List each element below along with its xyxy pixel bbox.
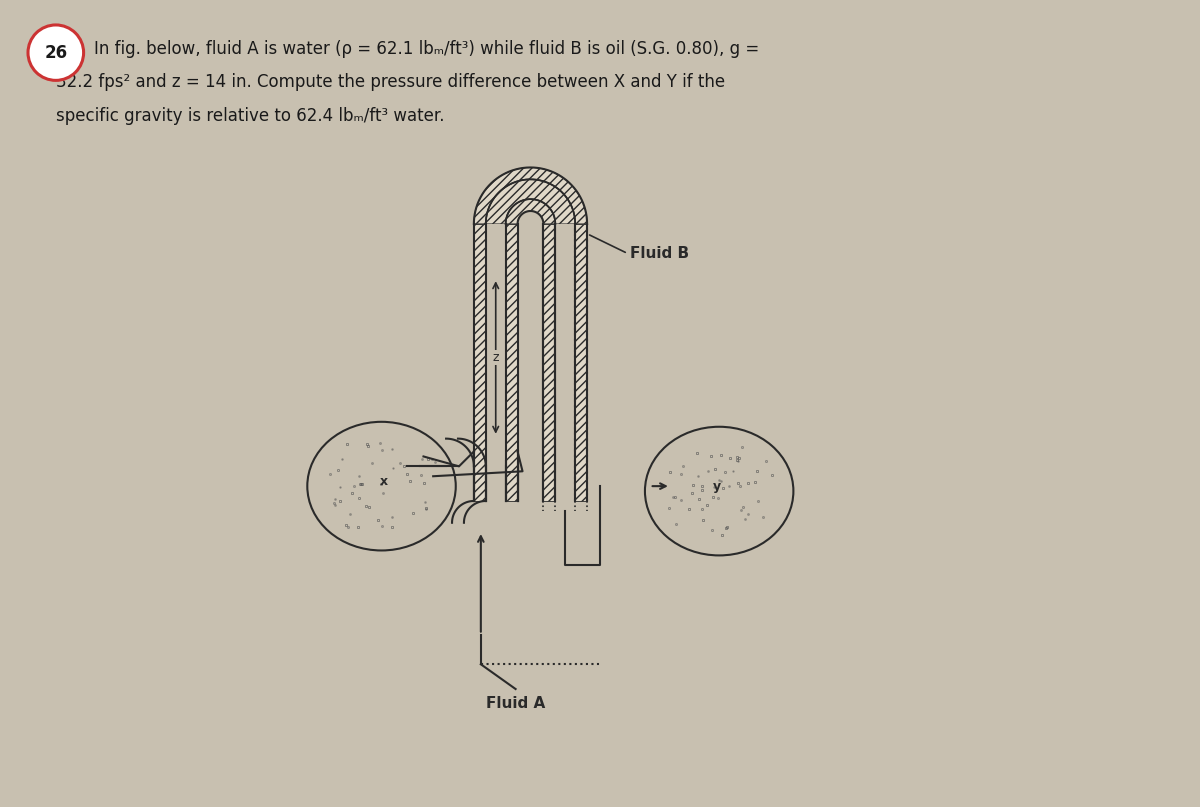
Text: Fluid B: Fluid B: [630, 246, 689, 261]
Polygon shape: [517, 211, 544, 224]
Polygon shape: [517, 211, 544, 224]
Text: Fluid A: Fluid A: [486, 696, 545, 711]
Text: y: y: [713, 479, 721, 492]
Polygon shape: [556, 224, 575, 501]
Ellipse shape: [644, 427, 793, 555]
Text: 26: 26: [44, 44, 67, 61]
Text: x: x: [379, 475, 388, 487]
Circle shape: [28, 25, 84, 81]
Polygon shape: [544, 224, 556, 501]
Polygon shape: [575, 224, 587, 501]
Polygon shape: [486, 224, 505, 501]
Text: z: z: [492, 351, 499, 364]
Polygon shape: [517, 224, 544, 501]
Polygon shape: [474, 168, 587, 224]
Ellipse shape: [307, 422, 456, 550]
Polygon shape: [505, 224, 517, 501]
Text: In fig. below, fluid A is water (ρ = 62.1 lbₘ/ft³) while fluid B is oil (S.G. 0.: In fig. below, fluid A is water (ρ = 62.…: [94, 40, 758, 58]
Text: specific gravity is relative to 62.4 lbₘ/ft³ water.: specific gravity is relative to 62.4 lbₘ…: [56, 107, 444, 125]
Text: 32.2 fps² and z = 14 in. Compute the pressure difference between X and Y if the: 32.2 fps² and z = 14 in. Compute the pre…: [56, 73, 725, 91]
Polygon shape: [474, 224, 486, 501]
